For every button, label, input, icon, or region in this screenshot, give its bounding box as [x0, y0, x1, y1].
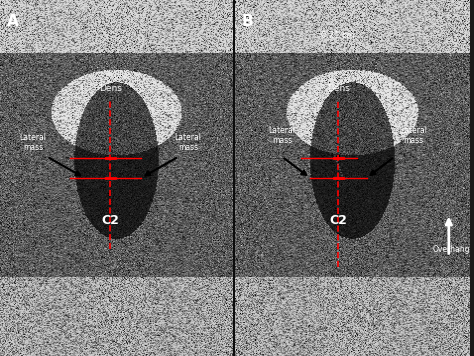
Text: B: B: [242, 14, 254, 29]
Text: Lateral
mass: Lateral mass: [19, 133, 46, 152]
Text: Lateral
mass: Lateral mass: [400, 126, 427, 145]
Text: Dens: Dens: [327, 84, 350, 93]
Text: Overhang: Overhang: [432, 245, 470, 254]
Text: Lateral
mass: Lateral mass: [268, 126, 295, 145]
Text: C2: C2: [101, 214, 119, 227]
Text: Dens: Dens: [99, 84, 122, 93]
Text: C2: C2: [329, 214, 347, 227]
Text: Lateral
mass: Lateral mass: [174, 133, 201, 152]
Text: 0.21 cm: 0.21 cm: [321, 31, 355, 40]
Text: A: A: [7, 14, 19, 29]
